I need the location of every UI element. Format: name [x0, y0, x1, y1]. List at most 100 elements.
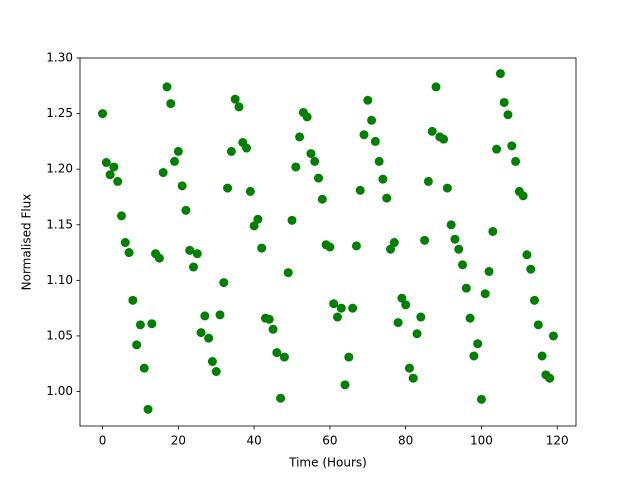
- point: [276, 393, 286, 403]
- point: [135, 320, 145, 330]
- point: [522, 250, 532, 260]
- point: [162, 82, 172, 92]
- x-tick-label: 20: [171, 434, 186, 448]
- point: [291, 162, 301, 172]
- point: [511, 156, 521, 166]
- point: [382, 193, 392, 203]
- point: [207, 357, 217, 367]
- point: [105, 170, 115, 180]
- point: [499, 97, 509, 107]
- point: [314, 173, 324, 183]
- point: [439, 134, 449, 144]
- x-tick-label: 60: [322, 434, 337, 448]
- point: [132, 340, 142, 350]
- point: [465, 313, 475, 323]
- point: [533, 320, 543, 330]
- point: [143, 404, 153, 414]
- point: [177, 181, 187, 191]
- y-tick-label: 1.15: [46, 217, 73, 231]
- point: [389, 238, 399, 248]
- plot-frame: [79, 57, 577, 427]
- x-tick-label: 40: [246, 434, 261, 448]
- point: [158, 168, 168, 178]
- point: [458, 260, 468, 270]
- x-tick-label: 120: [546, 434, 569, 448]
- y-tick-label: 1.30: [46, 51, 73, 65]
- point: [420, 235, 430, 245]
- point: [279, 352, 289, 362]
- point: [537, 351, 547, 361]
- point: [427, 126, 437, 136]
- point: [170, 156, 180, 166]
- point: [393, 318, 403, 328]
- point: [359, 130, 369, 140]
- point: [245, 186, 255, 196]
- point: [526, 264, 536, 274]
- point: [223, 183, 233, 193]
- y-tick-label: 1.25: [46, 106, 73, 120]
- point: [397, 293, 407, 303]
- point: [442, 183, 452, 193]
- point: [204, 333, 214, 343]
- point: [268, 324, 278, 334]
- point: [367, 115, 377, 125]
- point: [530, 295, 540, 305]
- point: [495, 69, 505, 79]
- point: [283, 268, 293, 278]
- point: [370, 136, 380, 146]
- y-axis-label: Normalised Flux: [20, 194, 34, 291]
- point: [154, 253, 164, 263]
- point: [200, 311, 210, 321]
- point: [431, 82, 441, 92]
- point: [302, 112, 312, 122]
- point: [230, 94, 240, 104]
- point: [344, 352, 354, 362]
- point: [113, 176, 123, 186]
- y-tick-label: 1.05: [46, 328, 73, 342]
- x-tick-label: 80: [398, 434, 413, 448]
- point: [454, 244, 464, 254]
- point: [264, 314, 274, 324]
- point: [446, 220, 456, 230]
- point: [219, 278, 229, 288]
- point: [416, 312, 426, 322]
- point: [192, 249, 202, 259]
- point: [272, 348, 282, 358]
- point: [329, 299, 339, 309]
- point: [166, 99, 176, 109]
- point: [306, 149, 316, 159]
- point: [124, 248, 134, 258]
- point: [116, 211, 126, 221]
- point: [287, 215, 297, 225]
- x-tick-label: 100: [470, 434, 493, 448]
- point: [412, 329, 422, 339]
- point: [480, 289, 490, 299]
- point: [139, 363, 149, 373]
- point: [325, 242, 335, 252]
- point: [374, 156, 384, 166]
- point: [408, 373, 418, 383]
- point: [310, 156, 320, 166]
- point: [147, 319, 157, 329]
- point: [185, 245, 195, 255]
- point: [336, 303, 346, 313]
- point: [507, 141, 517, 151]
- x-tick-label: 0: [99, 434, 107, 448]
- point: [423, 176, 433, 186]
- y-tick-label: 1.20: [46, 162, 73, 176]
- point: [173, 146, 183, 156]
- point: [378, 174, 388, 184]
- point: [226, 146, 236, 156]
- point: [461, 283, 471, 293]
- point: [196, 328, 206, 338]
- point: [215, 310, 225, 320]
- point: [242, 143, 252, 153]
- point: [363, 95, 373, 105]
- point: [188, 262, 198, 272]
- point: [404, 363, 414, 373]
- point: [109, 162, 119, 172]
- x-axis-label: Time (Hours): [288, 456, 367, 470]
- point: [476, 394, 486, 404]
